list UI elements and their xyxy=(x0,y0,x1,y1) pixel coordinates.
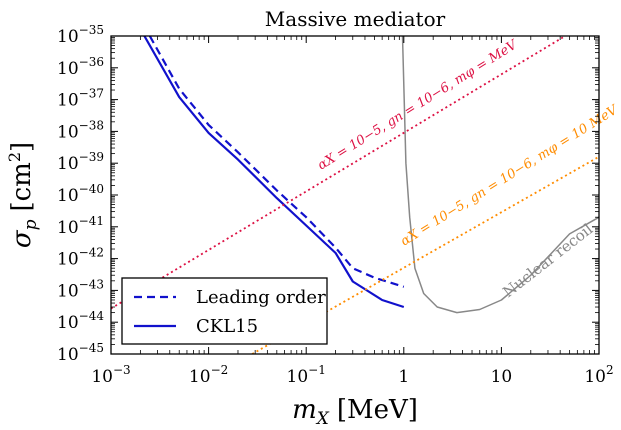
annotation-nuclear-recoil: Nuclear recoil xyxy=(499,220,596,301)
x-tick-label: 1 xyxy=(398,367,409,387)
series-x-10-5-gn-10-6-m-mev xyxy=(111,36,566,310)
tick-layer xyxy=(110,35,600,355)
y-tick-label: 10−40 xyxy=(57,182,104,206)
y-tick-label: 10−43 xyxy=(57,277,104,301)
series-ckl15 xyxy=(143,36,405,309)
legend-box xyxy=(121,277,328,345)
y-tick-label: 10−39 xyxy=(57,150,104,174)
y-tick-label: 10−44 xyxy=(57,309,104,333)
legend-label-ckl15: CKL15 xyxy=(196,316,258,337)
chart-title: Massive mediator xyxy=(265,7,446,31)
legend-label-leading-order: Leading order xyxy=(196,287,326,308)
x-axis-label: mX [MeV] xyxy=(292,395,418,429)
y-tick-label: 10−38 xyxy=(57,118,104,142)
x-tick-label: 10−2 xyxy=(189,363,228,387)
y-tick-label: 10−42 xyxy=(57,246,104,270)
x-tick-label: 10−3 xyxy=(91,363,130,387)
series-leading-order xyxy=(148,36,405,288)
y-axis-label: σp[cm2] xyxy=(5,142,41,248)
y-tick-label: 10−36 xyxy=(57,55,104,79)
legend: Leading order CKL15 xyxy=(121,277,328,345)
x-tick-label: 10−1 xyxy=(287,363,326,387)
tick-label-layer: 10−3 10−2 10−1 1 10 102 10−45 10−44 10−43 10−42 10… xyxy=(57,23,614,387)
y-tick-label: 10−35 xyxy=(57,23,104,47)
series-nuclear-recoil xyxy=(401,36,599,314)
y-tick-label: 10−37 xyxy=(57,87,104,111)
annotation-layer: αX = 10−5, gn = 10−6, mφ = MeV αX = 10−5… xyxy=(315,37,621,301)
x-tick-label: 10 xyxy=(491,367,513,387)
y-tick-label: 10−45 xyxy=(57,341,104,365)
annotation-red-line: αX = 10−5, gn = 10−6, mφ = MeV xyxy=(315,37,521,173)
y-tick-label: 10−41 xyxy=(57,214,104,238)
x-tick-label: 102 xyxy=(584,363,613,387)
